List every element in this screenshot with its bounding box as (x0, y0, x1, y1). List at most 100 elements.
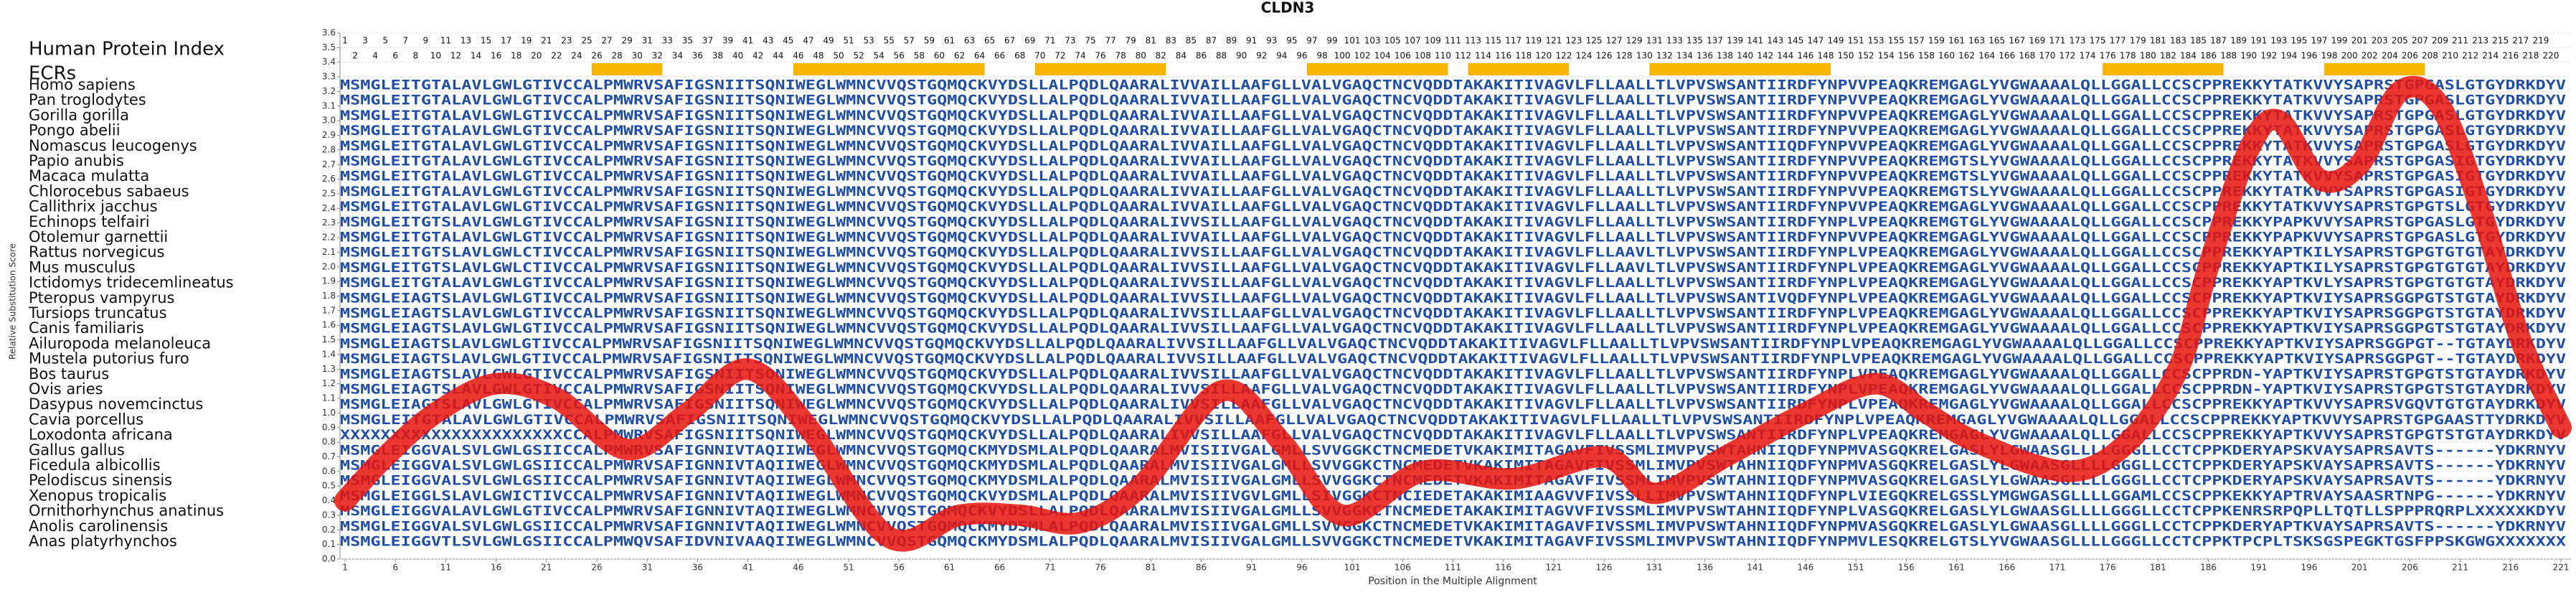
protein-index-number: 135 (1686, 36, 1703, 46)
y-tick-label: 0.5 (322, 481, 336, 491)
y-tick-label: 2.8 (322, 144, 336, 154)
y-tick-label: 0.8 (322, 437, 336, 447)
protein-index-number: 131 (1646, 36, 1663, 46)
protein-index-number: 58 (914, 51, 925, 61)
protein-index-number: 59 (924, 36, 935, 46)
protein-index-number: 24 (571, 51, 582, 61)
protein-index-number: 116 (1495, 51, 1511, 61)
x-tick-label: 171 (2049, 563, 2066, 573)
y-tick-label: 1.4 (322, 349, 336, 359)
y-tick-label: 0.4 (322, 495, 336, 505)
sequence: MSMGLEITGTALAVLGWLGTIVCCALPMWRVSAFIGSNII… (340, 169, 2566, 184)
protein-index-number: 73 (1065, 36, 1075, 46)
protein-index-number: 205 (2392, 36, 2408, 46)
x-tick-label: 96 (1296, 563, 1307, 573)
protein-index-number: 29 (622, 36, 633, 46)
protein-index-number: 160 (1938, 51, 1955, 61)
protein-index-number: 27 (601, 36, 612, 46)
protein-index-number: 109 (1425, 36, 1441, 46)
protein-index-number: 128 (1616, 51, 1633, 61)
protein-index-number: 86 (1196, 51, 1207, 61)
x-tick-label: 121 (1545, 563, 1562, 573)
protein-index-number: 13 (461, 36, 471, 46)
protein-index-number: 8 (412, 51, 418, 61)
y-tick-label: 2.7 (322, 159, 336, 169)
protein-index-number: 81 (1146, 36, 1156, 46)
protein-index-number: 4 (372, 51, 378, 61)
protein-index-number: 199 (2331, 36, 2348, 46)
protein-index-number: 180 (2140, 51, 2156, 61)
sequence: MSMGLEITGTALAVLGWLGTIVCCALPMWRVSAFIGSNII… (340, 108, 2566, 123)
protein-index-number: 206 (2402, 51, 2418, 61)
protein-index-number: 25 (581, 36, 592, 46)
protein-index-number: 99 (1326, 36, 1337, 46)
protein-index-number: 43 (763, 36, 773, 46)
protein-index-number: 83 (1166, 36, 1176, 46)
protein-index-number: 176 (2100, 51, 2116, 61)
y-tick-label: 3.3 (322, 72, 336, 82)
protein-index-number: 184 (2180, 51, 2197, 61)
protein-index-number: 82 (1156, 51, 1166, 61)
protein-index-number: 68 (1014, 51, 1025, 61)
x-tick-label: 6 (392, 563, 398, 573)
protein-index-number: 152 (1858, 51, 1874, 61)
protein-index-number: 50 (833, 51, 844, 61)
protein-index-number: 187 (2210, 36, 2227, 46)
protein-index-number: 142 (1757, 51, 1773, 61)
protein-index-number: 154 (1878, 51, 1895, 61)
ecr-bar (2324, 63, 2425, 75)
protein-index-number: 87 (1206, 36, 1217, 46)
x-tick-label: 176 (2100, 563, 2116, 573)
sequence: MSMGLEIAGTSLAVLGWLGTIVCCALPMWRVSAFIGSNII… (340, 351, 2566, 367)
species-name: Echinops telfairi (29, 213, 150, 230)
protein-index-number: 138 (1717, 51, 1733, 61)
protein-index-number: 72 (1055, 51, 1065, 61)
protein-index-number: 34 (672, 51, 683, 61)
y-tick-label: 3.6 (322, 28, 336, 38)
protein-index-number: 51 (843, 36, 854, 46)
species-name: Pteropus vampyrus (29, 289, 175, 306)
protein-index-number: 71 (1044, 36, 1055, 46)
species-name: Ictidomys tridecemlineatus (29, 274, 234, 291)
protein-index-number: 195 (2290, 36, 2307, 46)
protein-index-number: 191 (2250, 36, 2267, 46)
species-name: Mus musculus (29, 258, 136, 276)
protein-index-number: 149 (1828, 36, 1844, 46)
x-tick-label: 76 (1095, 563, 1105, 573)
species-name: Chlorocebus sabaeus (29, 182, 189, 200)
species-name: Anas platyrhynchos (29, 533, 177, 550)
protein-index-number: 157 (1908, 36, 1925, 46)
x-tick-label: 156 (1898, 563, 1915, 573)
ecr-bar (1649, 63, 1831, 75)
protein-index-number: 107 (1405, 36, 1421, 46)
protein-index-number: 177 (2110, 36, 2126, 46)
x-tick-label: 86 (1196, 563, 1207, 573)
protein-index-number: 5 (382, 36, 388, 46)
protein-index-number: 209 (2432, 36, 2448, 46)
x-tick-label: 186 (2200, 563, 2217, 573)
protein-index-number: 108 (1415, 51, 1431, 61)
sequence: MSMGLEITGTALAVLGWLGTIVCCALPMWRVSAFIGSNII… (340, 230, 2566, 245)
species-name: Gorilla gorilla (29, 106, 129, 123)
protein-index-number: 55 (884, 36, 895, 46)
y-tick-label: 1.7 (322, 305, 336, 315)
protein-index-number: 120 (1535, 51, 1552, 61)
protein-index-number: 119 (1525, 36, 1542, 46)
sequence: MSMGLEIAGTSLAVLGWLGTIVCCALPMWRVSAFIGSNII… (340, 366, 2566, 382)
protein-index-number: 204 (2382, 51, 2398, 61)
protein-index-number: 65 (984, 36, 995, 46)
ecr-bar (592, 63, 663, 75)
protein-index-number: 174 (2080, 51, 2096, 61)
protein-index-number: 136 (1697, 51, 1713, 61)
x-tick-label: 1 (342, 563, 348, 573)
sequence: MSMGLEITGTALAVLGWLGTIVCCALPMWRVSAFIGSNII… (340, 199, 2566, 215)
x-tick-label: 101 (1344, 563, 1361, 573)
x-tick-label: 161 (1948, 563, 1965, 573)
protein-index-number: 32 (652, 51, 663, 61)
sequence: MSMGLEIAGTSLAVLGWLGTIVCCALPMWRVSAFIGSNII… (340, 397, 2566, 413)
species-name: Loxodonta africana (29, 426, 173, 444)
protein-index-number: 64 (974, 51, 985, 61)
protein-index-number: 190 (2240, 51, 2257, 61)
species-name: Mustela putorius furo (29, 350, 189, 367)
protein-index-number: 53 (863, 36, 874, 46)
